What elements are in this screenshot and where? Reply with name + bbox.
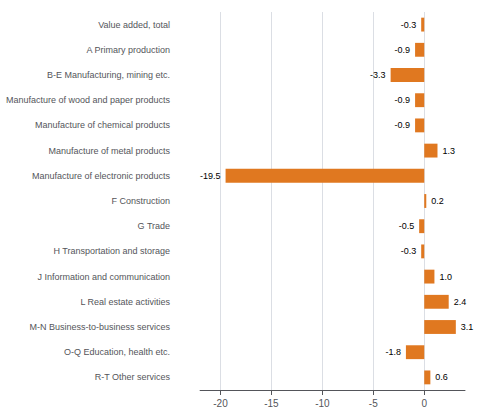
svg-text:L Real estate activities: L Real estate activities: [80, 297, 170, 307]
svg-text:-0.5: -0.5: [399, 221, 415, 231]
svg-text:-20: -20: [213, 398, 228, 409]
svg-text:0.2: 0.2: [431, 196, 444, 206]
svg-text:O-Q Education, health etc.: O-Q Education, health etc.: [64, 347, 170, 357]
svg-text:Manufacture of metal products: Manufacture of metal products: [49, 146, 171, 156]
svg-text:-10: -10: [315, 398, 330, 409]
svg-text:Value added, total: Value added, total: [98, 20, 170, 30]
svg-text:-1.8: -1.8: [385, 347, 401, 357]
svg-text:2.4: 2.4: [454, 297, 467, 307]
svg-text:1.3: 1.3: [442, 146, 455, 156]
svg-text:A Primary production: A Primary production: [87, 45, 171, 55]
svg-text:F Construction: F Construction: [112, 196, 171, 206]
svg-text:B-E Manufacturing, mining etc.: B-E Manufacturing, mining etc.: [47, 70, 170, 80]
svg-text:-0.9: -0.9: [395, 95, 411, 105]
svg-text:-0.9: -0.9: [395, 45, 411, 55]
svg-text:-5: -5: [369, 398, 378, 409]
svg-text:-0.3: -0.3: [401, 246, 417, 256]
svg-text:-0.3: -0.3: [401, 20, 417, 30]
svg-text:Manufacture of chemical produc: Manufacture of chemical products: [35, 120, 171, 130]
svg-text:H Transportation and storage: H Transportation and storage: [54, 246, 171, 256]
svg-text:1.0: 1.0: [439, 272, 452, 282]
svg-text:Manufacture of wood and paper: Manufacture of wood and paper products: [6, 95, 171, 105]
svg-text:M-N Business-to-business servi: M-N Business-to-business services: [30, 322, 171, 332]
svg-text:0: 0: [421, 398, 427, 409]
svg-text:R-T Other services: R-T Other services: [95, 372, 171, 382]
svg-text:-0.9: -0.9: [395, 120, 411, 130]
svg-text:-15: -15: [264, 398, 279, 409]
svg-text:-19.5: -19.5: [200, 171, 221, 181]
svg-text:Manufacture of electronic prod: Manufacture of electronic products: [32, 171, 171, 181]
svg-text:3.1: 3.1: [461, 322, 474, 332]
svg-text:-3.3: -3.3: [370, 70, 386, 80]
svg-text:J Information and communicatio: J Information and communication: [38, 272, 171, 282]
svg-text:G Trade: G Trade: [138, 221, 171, 231]
svg-text:0.6: 0.6: [435, 372, 448, 382]
